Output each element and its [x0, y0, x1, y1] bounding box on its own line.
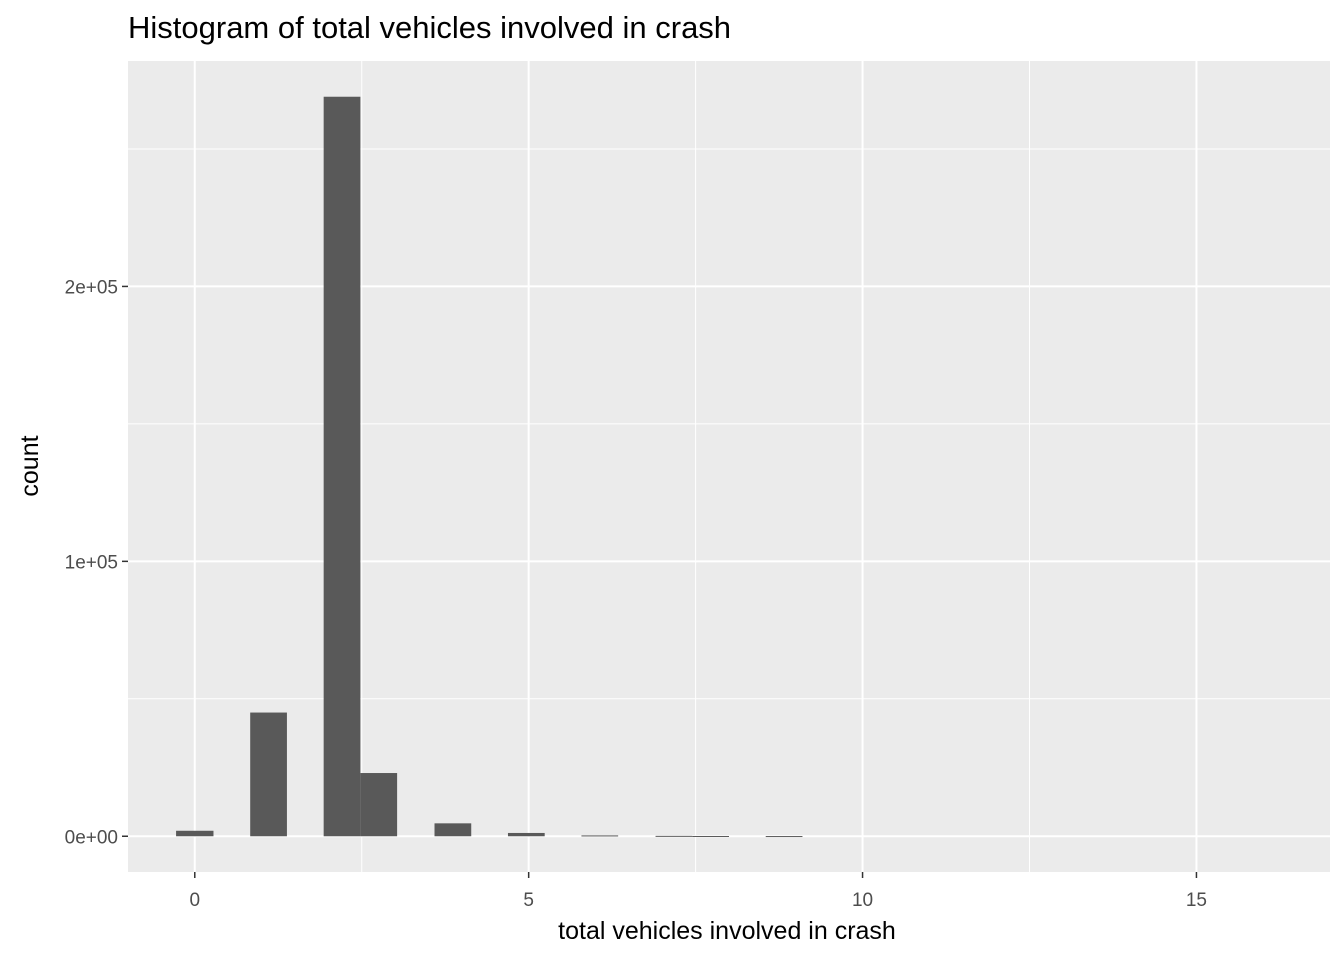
x-tick-label: 10	[852, 890, 873, 911]
histogram-bar	[692, 835, 729, 837]
y-axis: 0e+00 1e+05 2e+05	[65, 277, 128, 848]
x-axis-title: total vehicles involved in crash	[558, 917, 896, 945]
histogram-bar	[655, 835, 693, 837]
y-tick-label: 1e+05	[65, 552, 118, 573]
y-axis-title: count	[16, 435, 44, 496]
x-tick-label: 0	[189, 890, 200, 911]
histogram-bar	[250, 712, 287, 837]
histogram-bar	[176, 830, 214, 837]
x-tick-label: 15	[1186, 890, 1207, 911]
histogram-bar	[323, 96, 361, 837]
x-axis: 0 5 10 15	[189, 872, 1207, 911]
histogram-bars	[176, 96, 803, 838]
histogram-bar	[360, 773, 398, 837]
histogram-bar	[765, 836, 803, 838]
chart-title: Histogram of total vehicles involved in …	[128, 10, 732, 45]
plot-panel	[128, 61, 1330, 872]
histogram-bar	[581, 835, 619, 837]
x-tick-label: 5	[523, 890, 534, 911]
y-tick-label: 0e+00	[65, 827, 118, 848]
histogram-bar	[434, 823, 472, 837]
histogram-bar	[507, 832, 545, 837]
y-tick-label: 2e+05	[65, 277, 118, 298]
